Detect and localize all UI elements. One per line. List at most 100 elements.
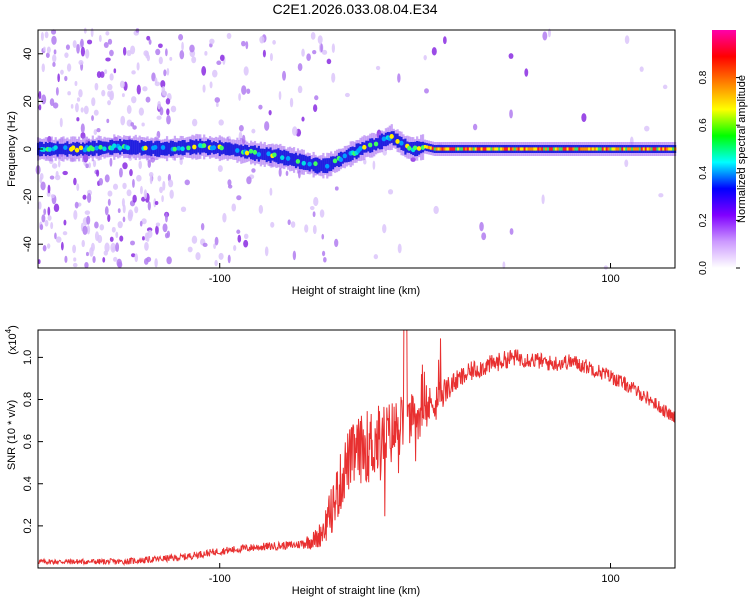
snr-unit-prefix: (x10 <box>7 333 19 354</box>
spectrogram-speckle <box>189 44 195 53</box>
spectrogram-speckle <box>144 241 149 251</box>
spectrogram-speckle <box>243 239 249 248</box>
spectrogram-speckle <box>165 48 168 57</box>
ridge-core <box>470 147 474 151</box>
spectrogram-speckle <box>581 113 587 123</box>
spectrogram-speckle <box>96 127 101 133</box>
spectrogram-speckle <box>131 70 136 75</box>
spectrogram-speckle <box>93 109 99 116</box>
spectrogram-speckle <box>132 125 137 130</box>
spectrogram-speckle <box>122 182 127 190</box>
ridge-band <box>167 142 171 155</box>
spectrogram-speckle <box>479 221 484 232</box>
ridge-core <box>476 147 480 151</box>
ridge-core <box>586 147 589 151</box>
spectrogram-speckle <box>142 236 145 241</box>
spectrogram-speckle <box>502 261 506 269</box>
spectrogram-speckle <box>162 180 166 191</box>
spectrogram-speckle <box>72 40 77 49</box>
spectrogram-speckle <box>301 116 305 122</box>
spectrogram-speckle <box>85 163 89 169</box>
spectrogram-speckle <box>107 198 111 206</box>
spectrogram-speckle <box>246 176 252 185</box>
ridge-core <box>482 147 485 151</box>
spectrogram-speckle <box>227 179 232 186</box>
ridge-core <box>500 147 503 151</box>
spectrogram-speckle <box>226 32 232 40</box>
ridge-core <box>505 147 509 151</box>
ridge-band <box>322 158 325 173</box>
spectrogram-speckle <box>155 222 161 227</box>
spectrogram-speckle <box>156 115 162 120</box>
ridge-core <box>554 147 558 151</box>
ridge-core <box>90 146 95 152</box>
spectrogram-speckle <box>105 31 110 36</box>
ridge-core <box>342 153 347 159</box>
ridge-core <box>644 147 648 151</box>
ridge-core <box>634 147 638 151</box>
spectrogram-speckle <box>312 224 317 235</box>
snr-y-tick-label-3: 0.8 <box>22 392 34 407</box>
spectrogram-speckle <box>285 170 289 177</box>
spectrogram-speckle <box>70 103 74 109</box>
snr-unit-suffix: ) <box>7 325 19 329</box>
spectrogram-speckle <box>508 53 514 59</box>
spectrogram-speckle <box>130 122 135 127</box>
spectrogram-speckle <box>91 97 96 107</box>
ridge-core <box>566 147 569 151</box>
spectrogram-speckle <box>90 27 94 38</box>
spectrogram-speckle <box>323 256 327 263</box>
spectrogram-speckle <box>151 72 156 82</box>
ridge-band <box>320 160 323 172</box>
spectrogram-speckle <box>168 179 174 188</box>
ridge-core <box>488 147 491 151</box>
ridge-core <box>211 145 217 151</box>
ridge-core <box>492 147 495 151</box>
ridge-core <box>457 147 460 151</box>
spec-y-tick-label-2: 0 <box>22 146 34 152</box>
colorbar-tick-label-2: 0.4 <box>698 165 709 179</box>
figure-title: C2E1.2026.033.08.04.E34 <box>272 1 437 17</box>
spectrogram-speckle <box>111 226 116 233</box>
spectrogram-speckle <box>119 80 125 89</box>
spectrogram-speckle <box>314 95 319 101</box>
spectrogram-speckle <box>86 225 91 235</box>
spectrogram-speckle <box>96 169 100 177</box>
ridge-core <box>552 147 556 151</box>
colorbar-ticks: 0.0 0.2 0.4 0.6 0.8 <box>698 70 740 275</box>
spectrogram-speckle <box>113 256 118 262</box>
spectrogram-speckle <box>282 70 287 81</box>
ridge-core <box>588 147 591 151</box>
snr-y-tick-label-2: 0.6 <box>22 434 34 449</box>
spectrogram-speckle <box>42 245 47 252</box>
spectrogram-speckle <box>292 250 297 261</box>
ridge-core <box>533 147 536 151</box>
spectrogram-speckle <box>321 250 326 257</box>
spectrogram-speckle <box>107 38 113 45</box>
spectrogram-speckle <box>109 157 113 167</box>
snr-y-tick-label-0: 0.2 <box>22 518 34 533</box>
spectrogram-speckle <box>146 35 151 41</box>
spectrogram-speckle <box>103 42 109 48</box>
spectrogram-speckle <box>76 43 80 54</box>
spectrogram-speckle <box>297 63 303 72</box>
ridge-core <box>186 145 191 151</box>
ridge-core <box>53 145 58 151</box>
ridge-band <box>205 141 208 154</box>
spectrogram-speckle <box>86 215 91 225</box>
spectrogram-speckle <box>117 221 123 229</box>
ridge-core <box>504 147 507 151</box>
ridge-band <box>60 143 63 155</box>
ridge-core <box>462 147 466 151</box>
spectrogram-speckle <box>84 261 89 269</box>
ridge-core <box>543 147 546 151</box>
spectrogram-speckle <box>38 104 42 111</box>
ridge-core <box>623 147 626 151</box>
spectrogram-speckle <box>104 206 109 216</box>
ridge-core <box>453 147 456 151</box>
spectrogram-speckle <box>136 62 140 71</box>
ridge-core <box>307 161 312 167</box>
ridge-core <box>539 147 542 151</box>
spectrogram-speckle <box>139 220 143 227</box>
